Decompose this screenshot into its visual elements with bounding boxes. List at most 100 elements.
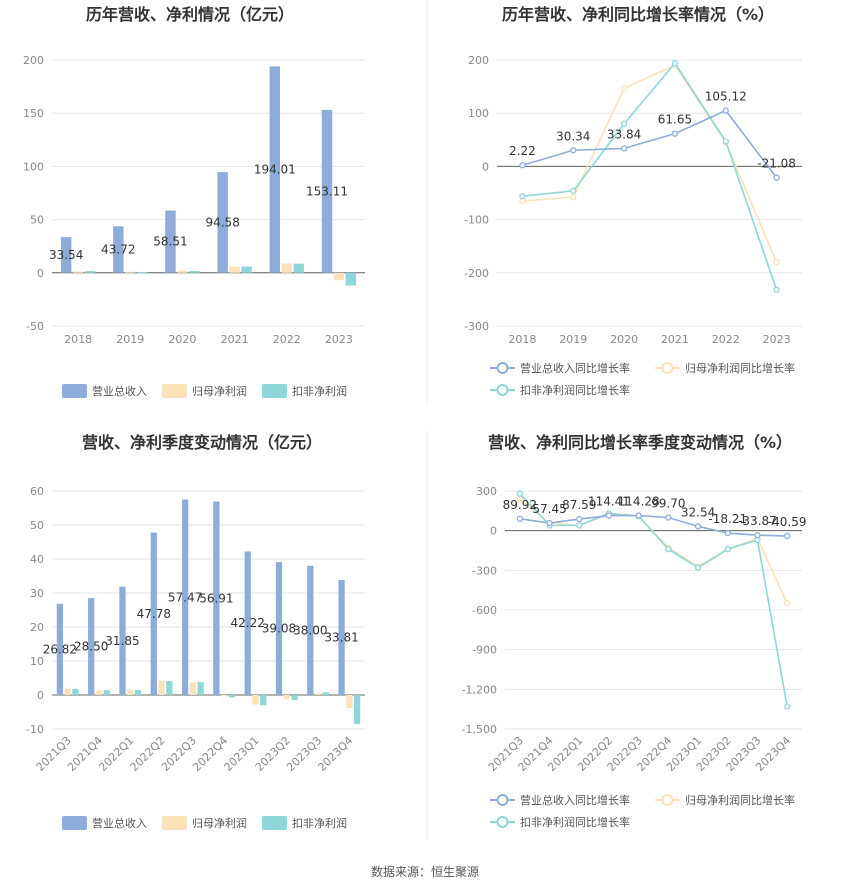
data-source-note: 数据来源：恒生聚源 bbox=[371, 864, 479, 879]
legend-label: 归母净利润同比增长率 bbox=[685, 361, 795, 375]
series-point bbox=[722, 107, 729, 114]
line-data-label: 105.12 bbox=[705, 89, 747, 103]
y-tick-label: 50 bbox=[30, 214, 44, 227]
y-tick-label: 60 bbox=[30, 485, 44, 498]
y-tick-label: 0 bbox=[37, 689, 44, 702]
bar-net-profit bbox=[229, 266, 240, 273]
legend-swatch bbox=[162, 384, 187, 398]
bar-revenue bbox=[217, 172, 228, 273]
bar-deducted-profit bbox=[103, 690, 110, 695]
bar-net-profit bbox=[281, 263, 292, 273]
legend-swatch bbox=[62, 816, 87, 830]
series-point bbox=[519, 193, 526, 200]
series-point bbox=[784, 532, 791, 540]
bar-revenue bbox=[181, 499, 189, 695]
bar-net-profit bbox=[158, 680, 165, 695]
bar-data-label: 28.50 bbox=[74, 640, 108, 654]
x-tick-label: 2021 bbox=[221, 333, 249, 346]
bar-deducted-profit bbox=[134, 689, 142, 695]
chart-title: 营收、净利季度变动情况（亿元） bbox=[82, 433, 322, 452]
y-tick-label: -10 bbox=[26, 723, 44, 736]
bar-data-label: 57.47 bbox=[168, 590, 202, 604]
series-point bbox=[665, 546, 672, 553]
series-point bbox=[784, 600, 791, 607]
bar-revenue bbox=[275, 562, 283, 695]
legend-label: 扣非净利润 bbox=[292, 384, 347, 398]
bar-deducted-profit bbox=[189, 270, 200, 273]
bar-data-label: 33.81 bbox=[324, 631, 358, 645]
line-data-label: -40.59 bbox=[768, 515, 807, 529]
y-tick-label: 50 bbox=[30, 519, 44, 532]
bar-revenue bbox=[213, 501, 220, 695]
bar-data-label: 194.01 bbox=[254, 163, 296, 177]
line-data-label: 114.28 bbox=[618, 495, 660, 509]
series-point bbox=[724, 546, 731, 553]
line-data-label: -18.21 bbox=[708, 512, 747, 526]
legend-label: 营业总收入 bbox=[92, 816, 147, 830]
series-point bbox=[570, 147, 577, 154]
x-tick-label: 2021 bbox=[661, 333, 689, 346]
y-tick-label: 0 bbox=[490, 525, 497, 538]
bar-data-label: 39.08 bbox=[262, 622, 296, 636]
series-point bbox=[576, 515, 583, 523]
series-point bbox=[724, 529, 731, 537]
series-point bbox=[519, 162, 526, 169]
bar-deducted-profit bbox=[322, 692, 329, 695]
series-point bbox=[671, 130, 679, 137]
line-data-label: -21.08 bbox=[757, 157, 796, 171]
bar-data-label: 38.00 bbox=[293, 623, 327, 637]
bar-deducted-profit bbox=[166, 681, 173, 695]
bar-deducted-profit bbox=[345, 272, 357, 286]
bar-deducted-profit bbox=[293, 263, 304, 273]
series-point bbox=[546, 519, 553, 527]
series-point bbox=[570, 187, 577, 195]
legend-swatch-marker bbox=[496, 794, 509, 806]
bar-deducted-profit bbox=[72, 688, 79, 695]
bar-net-profit bbox=[221, 695, 228, 697]
bar-data-label: 47.78 bbox=[137, 607, 171, 621]
line-data-label: 57.45 bbox=[532, 502, 566, 516]
line-data-label: 30.34 bbox=[556, 129, 590, 143]
x-tick-label: 2023 bbox=[325, 333, 353, 346]
bar-net-profit bbox=[283, 695, 290, 700]
bar-net-profit bbox=[189, 682, 196, 695]
bar-revenue bbox=[307, 565, 314, 695]
bar-net-profit bbox=[333, 272, 345, 281]
x-tick-label: 2023Q4 bbox=[315, 734, 355, 774]
series-point bbox=[773, 286, 780, 293]
line-data-label: 61.65 bbox=[658, 113, 692, 127]
y-tick-label: 300 bbox=[476, 485, 497, 498]
bar-data-label: 58.51 bbox=[153, 235, 187, 249]
bar-net-profit bbox=[72, 271, 84, 273]
legend-label: 扣非净利润同比增长率 bbox=[520, 383, 630, 397]
legend-label: 扣非净利润同比增长率 bbox=[520, 815, 630, 829]
line-data-label: 99.70 bbox=[651, 496, 685, 510]
series-point bbox=[694, 523, 702, 530]
bar-revenue bbox=[269, 66, 281, 273]
y-tick-label: 100 bbox=[468, 107, 489, 120]
bar-deducted-profit bbox=[228, 695, 236, 698]
chart-title: 历年营收、净利情况（亿元） bbox=[86, 5, 294, 24]
series-point bbox=[773, 259, 780, 266]
legend-label: 归母净利润同比增长率 bbox=[685, 793, 795, 807]
bar-data-label: 56.91 bbox=[199, 591, 233, 605]
bar-revenue bbox=[113, 226, 124, 273]
y-tick-label: -900 bbox=[472, 644, 497, 657]
line-data-label: 114.41 bbox=[588, 495, 630, 509]
legend-swatch-marker bbox=[496, 362, 509, 374]
bar-deducted-profit bbox=[241, 266, 252, 273]
x-tick-label: 2018 bbox=[508, 333, 536, 346]
bar-revenue bbox=[338, 580, 345, 695]
y-tick-label: -200 bbox=[464, 267, 489, 280]
x-tick-label: 2018 bbox=[64, 333, 92, 346]
legend-label: 营业总收入同比增长率 bbox=[520, 793, 630, 807]
series-line-revenue-growth bbox=[522, 109, 778, 179]
bar-revenue bbox=[56, 603, 64, 695]
series-point bbox=[576, 522, 583, 529]
bar-net-profit bbox=[177, 270, 188, 273]
bar-deducted-profit bbox=[136, 271, 148, 273]
line-data-label: 33.84 bbox=[607, 127, 641, 141]
bar-data-label: 43.72 bbox=[101, 243, 135, 257]
x-tick-label: 2022 bbox=[273, 333, 301, 346]
legend-label: 营业总收入同比增长率 bbox=[520, 361, 630, 375]
